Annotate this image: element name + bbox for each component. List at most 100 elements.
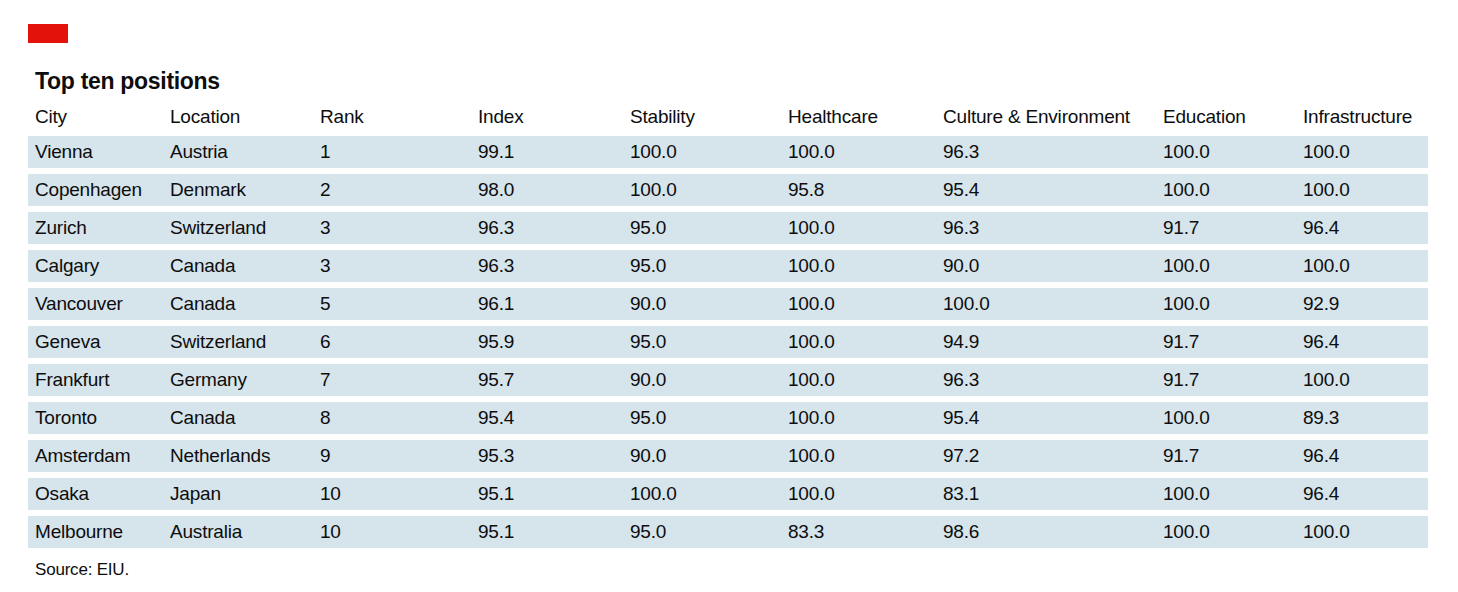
- cell-culture-environment: 96.3: [936, 364, 1156, 396]
- table-row-zurich: ZurichSwitzerland396.395.0100.096.391.79…: [28, 212, 1428, 244]
- cell-healthcare: 100.0: [781, 136, 936, 168]
- cell-infrastructure: 96.4: [1296, 478, 1428, 510]
- cell-city: Frankfurt: [28, 364, 163, 396]
- cell-education: 91.7: [1156, 440, 1296, 472]
- cell-stability: 100.0: [623, 478, 781, 510]
- table-row-geneva: GenevaSwitzerland695.995.0100.094.991.79…: [28, 326, 1428, 358]
- cell-city: Toronto: [28, 402, 163, 434]
- cell-index: 95.9: [471, 326, 623, 358]
- cell-index: 95.1: [471, 516, 623, 548]
- column-header-index: Index: [471, 104, 623, 130]
- cell-rank: 1: [313, 136, 471, 168]
- cell-education: 100.0: [1156, 174, 1296, 206]
- cell-index: 96.3: [471, 212, 623, 244]
- cell-education: 91.7: [1156, 212, 1296, 244]
- column-header-rank: Rank: [313, 104, 471, 130]
- cell-infrastructure: 100.0: [1296, 516, 1428, 548]
- cell-education: 100.0: [1156, 288, 1296, 320]
- cell-culture-environment: 96.3: [936, 212, 1156, 244]
- cell-stability: 95.0: [623, 516, 781, 548]
- cell-city: Geneva: [28, 326, 163, 358]
- cell-healthcare: 100.0: [781, 478, 936, 510]
- cell-stability: 90.0: [623, 440, 781, 472]
- cell-rank: 5: [313, 288, 471, 320]
- cell-index: 95.3: [471, 440, 623, 472]
- cell-education: 100.0: [1156, 478, 1296, 510]
- cell-infrastructure: 96.4: [1296, 212, 1428, 244]
- cell-infrastructure: 89.3: [1296, 402, 1428, 434]
- cell-healthcare: 95.8: [781, 174, 936, 206]
- cell-rank: 7: [313, 364, 471, 396]
- cell-location: Switzerland: [163, 326, 313, 358]
- cell-culture-environment: 83.1: [936, 478, 1156, 510]
- source-note: Source: EIU.: [35, 560, 1458, 580]
- cell-index: 95.4: [471, 402, 623, 434]
- cell-stability: 95.0: [623, 250, 781, 282]
- cell-location: Japan: [163, 478, 313, 510]
- cell-stability: 100.0: [623, 174, 781, 206]
- cell-healthcare: 100.0: [781, 326, 936, 358]
- column-header-location: Location: [163, 104, 313, 130]
- cell-infrastructure: 100.0: [1296, 136, 1428, 168]
- cell-city: Amsterdam: [28, 440, 163, 472]
- cell-culture-environment: 95.4: [936, 402, 1156, 434]
- liveability-figure: Top ten positions CityLocationRankIndexS…: [0, 0, 1458, 580]
- brand-tab: [28, 24, 68, 43]
- cell-city: Vienna: [28, 136, 163, 168]
- cell-location: Canada: [163, 288, 313, 320]
- cell-education: 100.0: [1156, 402, 1296, 434]
- cell-culture-environment: 97.2: [936, 440, 1156, 472]
- cell-culture-environment: 94.9: [936, 326, 1156, 358]
- table-row-amsterdam: AmsterdamNetherlands995.390.0100.097.291…: [28, 440, 1428, 472]
- cell-index: 98.0: [471, 174, 623, 206]
- cell-infrastructure: 92.9: [1296, 288, 1428, 320]
- cell-healthcare: 100.0: [781, 288, 936, 320]
- cell-location: Switzerland: [163, 212, 313, 244]
- cell-infrastructure: 96.4: [1296, 440, 1428, 472]
- cell-healthcare: 83.3: [781, 516, 936, 548]
- table-row-vienna: ViennaAustria199.1100.0100.096.3100.0100…: [28, 136, 1428, 168]
- cell-culture-environment: 96.3: [936, 136, 1156, 168]
- cell-culture-environment: 98.6: [936, 516, 1156, 548]
- cell-healthcare: 100.0: [781, 364, 936, 396]
- cell-healthcare: 100.0: [781, 250, 936, 282]
- column-header-education: Education: [1156, 104, 1296, 130]
- cell-education: 100.0: [1156, 250, 1296, 282]
- cell-education: 91.7: [1156, 326, 1296, 358]
- cell-city: Melbourne: [28, 516, 163, 548]
- cell-index: 95.7: [471, 364, 623, 396]
- cell-city: Vancouver: [28, 288, 163, 320]
- cell-rank: 6: [313, 326, 471, 358]
- cell-city: Calgary: [28, 250, 163, 282]
- cell-infrastructure: 96.4: [1296, 326, 1428, 358]
- table-row-vancouver: VancouverCanada596.190.0100.0100.0100.09…: [28, 288, 1428, 320]
- cell-stability: 90.0: [623, 364, 781, 396]
- cell-city: Copenhagen: [28, 174, 163, 206]
- table-row-melbourne: MelbourneAustralia1095.195.083.398.6100.…: [28, 516, 1428, 548]
- cell-healthcare: 100.0: [781, 402, 936, 434]
- column-header-healthcare: Healthcare: [781, 104, 936, 130]
- cell-stability: 100.0: [623, 136, 781, 168]
- cell-rank: 3: [313, 250, 471, 282]
- cell-index: 96.3: [471, 250, 623, 282]
- cell-city: Osaka: [28, 478, 163, 510]
- cell-infrastructure: 100.0: [1296, 174, 1428, 206]
- table-row-osaka: OsakaJapan1095.1100.0100.083.1100.096.4: [28, 478, 1428, 510]
- cell-rank: 8: [313, 402, 471, 434]
- cell-index: 99.1: [471, 136, 623, 168]
- table-row-frankfurt: FrankfurtGermany795.790.0100.096.391.710…: [28, 364, 1428, 396]
- column-header-city: City: [28, 104, 163, 130]
- table-row-toronto: TorontoCanada895.495.0100.095.4100.089.3: [28, 402, 1428, 434]
- column-header-stability: Stability: [623, 104, 781, 130]
- table-row-calgary: CalgaryCanada396.395.0100.090.0100.0100.…: [28, 250, 1428, 282]
- cell-healthcare: 100.0: [781, 440, 936, 472]
- cell-healthcare: 100.0: [781, 212, 936, 244]
- cell-culture-environment: 100.0: [936, 288, 1156, 320]
- cell-location: Australia: [163, 516, 313, 548]
- cell-education: 100.0: [1156, 516, 1296, 548]
- cell-culture-environment: 95.4: [936, 174, 1156, 206]
- cell-stability: 90.0: [623, 288, 781, 320]
- cell-stability: 95.0: [623, 326, 781, 358]
- header-row: CityLocationRankIndexStabilityHealthcare…: [28, 104, 1428, 130]
- cell-rank: 9: [313, 440, 471, 472]
